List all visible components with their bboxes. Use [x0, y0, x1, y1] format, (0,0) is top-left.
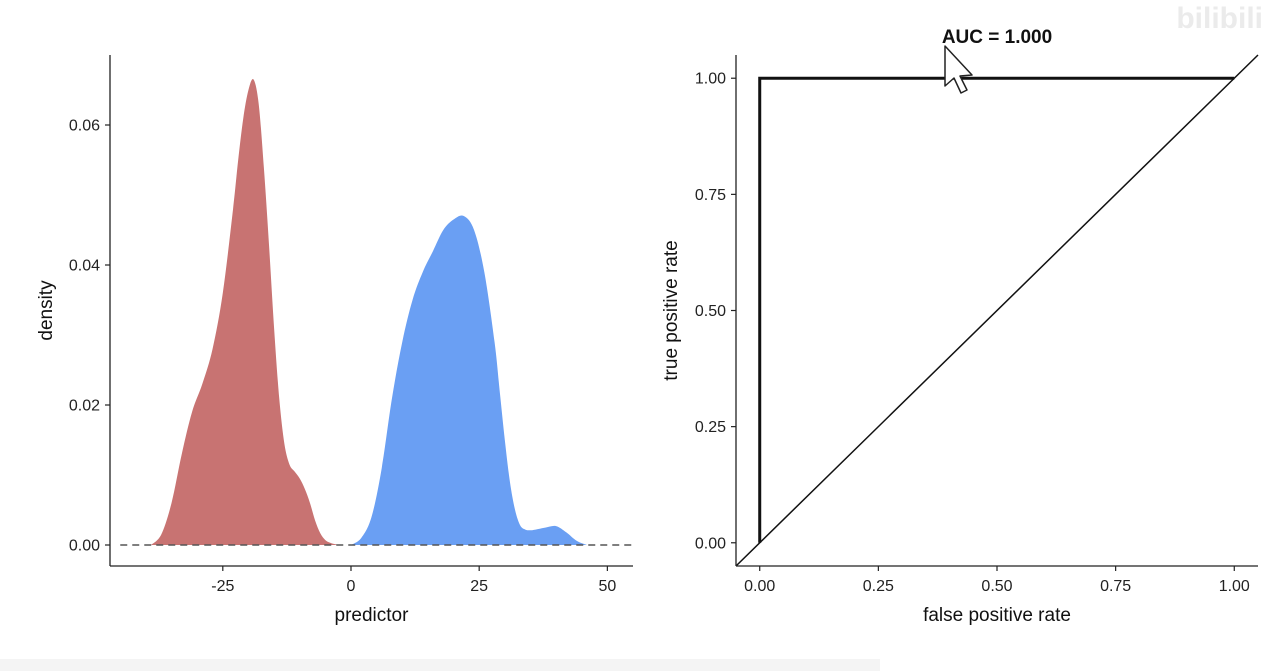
bottom-strip — [0, 659, 880, 671]
density-plot: -25 0 25 50 0.00 0.02 0.04 0.06 predictor density — [36, 55, 633, 626]
y-tick-label: 0.25 — [695, 419, 726, 436]
x-tick-label: 50 — [598, 578, 616, 595]
x-tick-label: 0.75 — [1100, 578, 1131, 595]
y-tick-label: 0.02 — [69, 398, 100, 415]
mouse-cursor-icon — [944, 45, 973, 94]
density-area-1 — [350, 215, 587, 545]
x-tick-label: 0 — [347, 578, 356, 595]
x-tick-label: 0.25 — [863, 578, 894, 595]
x-tick-label: 0.50 — [981, 578, 1012, 595]
auc-title: AUC = 1.000 — [942, 27, 1052, 48]
x-axis-title: false positive rate — [923, 605, 1071, 626]
y-tick-label: 0.04 — [69, 258, 100, 275]
y-tick-label: 1.00 — [695, 71, 726, 88]
y-tick-label: 0.75 — [695, 187, 726, 204]
y-tick-label: 0.06 — [69, 118, 100, 135]
watermark-logo: bilibili — [1176, 2, 1263, 35]
x-tick-label: 25 — [470, 578, 488, 595]
x-tick-label: 0.00 — [744, 578, 775, 595]
y-tick-label: 0.50 — [695, 303, 726, 320]
roc-curve — [758, 76, 1235, 543]
y-axis-title: true positive rate — [661, 240, 682, 380]
x-tick-label: -25 — [211, 578, 234, 595]
x-axis-title: predictor — [335, 605, 410, 626]
x-tick-label: 1.00 — [1219, 578, 1250, 595]
y-tick-label: 0.00 — [69, 538, 100, 555]
y-tick-label: 0.00 — [695, 535, 726, 552]
roc-plot: 0.00 0.25 0.50 0.75 1.00 0.00 0.25 0.50 0.75 1.00… — [661, 27, 1259, 626]
density-area-0 — [151, 79, 351, 546]
y-axis-title: density — [36, 280, 57, 341]
diagonal-reference-line — [735, 54, 1259, 567]
